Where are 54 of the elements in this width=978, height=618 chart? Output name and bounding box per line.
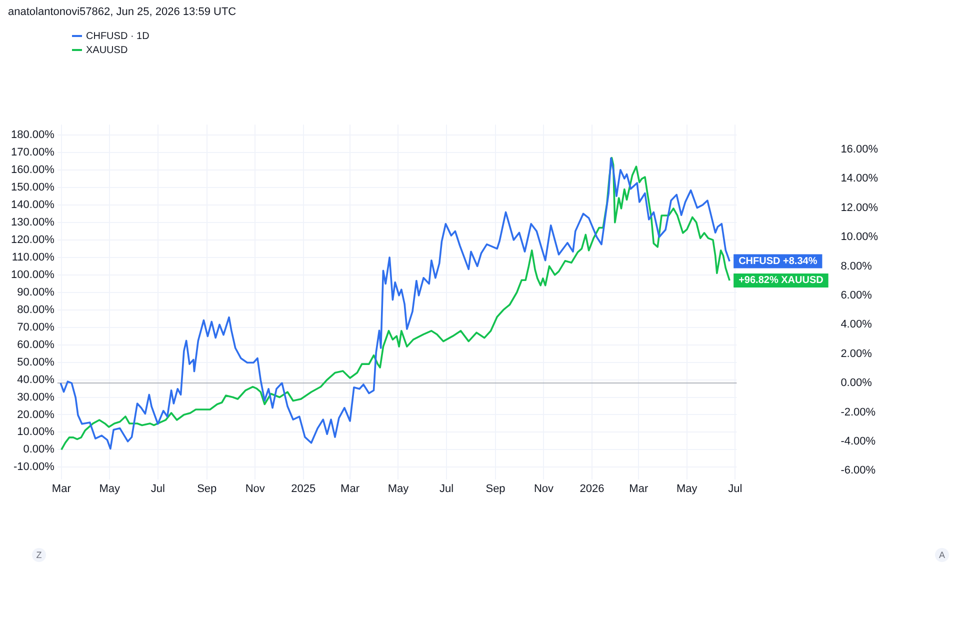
x-tick-label: May bbox=[388, 483, 410, 496]
y-tick-label: 150.00% bbox=[10, 182, 55, 194]
y-tick-label: 30.00% bbox=[17, 391, 55, 404]
x-tick-label: Sep bbox=[197, 483, 217, 496]
zoom-button: Z bbox=[32, 548, 46, 562]
y-tick-label: 50.00% bbox=[17, 356, 55, 368]
y2-tick-label: 10.00% bbox=[840, 231, 878, 244]
y2-tick-label: 6.00% bbox=[840, 289, 872, 302]
x-tick-label: 2025 bbox=[291, 483, 316, 496]
x-tick-label: Jul bbox=[439, 483, 454, 496]
y-tick-label: 160.00% bbox=[10, 164, 55, 176]
y-tick-label: 60.00% bbox=[17, 338, 55, 351]
legend-label: XAUUSD bbox=[86, 45, 128, 56]
y2-tick-label: 14.00% bbox=[840, 172, 878, 185]
y2-tick-label: 16.00% bbox=[840, 143, 878, 156]
y-tick-label: 0.00% bbox=[23, 444, 55, 456]
y-tick-label: 180.00% bbox=[10, 129, 55, 142]
data-label: +96.82% XAUUSD bbox=[738, 275, 824, 286]
y-tick-label: 110.00% bbox=[12, 251, 55, 264]
y-tick-label: 130.00% bbox=[10, 216, 55, 229]
x-tick-label: May bbox=[676, 483, 698, 496]
y2-tick-label: -6.00% bbox=[840, 464, 876, 477]
x-tick-label: Nov bbox=[245, 483, 266, 496]
y-tick-label: 80.00% bbox=[17, 304, 55, 316]
y2-tick-label: -2.00% bbox=[840, 406, 876, 418]
x-tick-label: May bbox=[99, 483, 121, 496]
x-tick-label: Mar bbox=[340, 483, 360, 496]
x-tick-label: Jul bbox=[150, 483, 165, 496]
y-tick-label: 20.00% bbox=[17, 408, 55, 421]
x-tick-label: Jul bbox=[728, 483, 742, 496]
y-tick-label: 90.00% bbox=[17, 286, 55, 298]
y-tick-label: 10.00% bbox=[17, 426, 55, 438]
y2-tick-label: 12.00% bbox=[840, 202, 878, 214]
chart-title: anatolantonovi57862, Jun 25, 2026 13:59 UTC bbox=[8, 6, 236, 18]
y-tick-label: 120.00% bbox=[10, 234, 55, 246]
y2-tick-label: 8.00% bbox=[840, 260, 872, 272]
x-tick-label: Mar bbox=[629, 483, 648, 496]
x-tick-label: Nov bbox=[534, 483, 554, 496]
y-tick-label: 40.00% bbox=[17, 374, 55, 386]
y-tick-label: 170.00% bbox=[10, 146, 55, 159]
auto-scale-button: A bbox=[935, 548, 949, 562]
y2-tick-label: 0.00% bbox=[840, 377, 872, 390]
x-tick-label: 2026 bbox=[580, 483, 604, 496]
y2-tick-label: 2.00% bbox=[840, 348, 872, 360]
x-tick-label: Mar bbox=[52, 483, 72, 496]
y-tick-label: 70.00% bbox=[17, 321, 55, 334]
y-tick-label: 140.00% bbox=[10, 199, 55, 212]
x-tick-label: Sep bbox=[486, 483, 506, 496]
y-tick-label: -10.00% bbox=[13, 461, 55, 474]
y-tick-label: 100.00% bbox=[10, 268, 55, 281]
data-label: CHFUSD +8.34% bbox=[738, 256, 818, 268]
y2-tick-label: 4.00% bbox=[840, 318, 872, 331]
legend-label: CHFUSD · 1D bbox=[86, 31, 150, 42]
y2-tick-label: -4.00% bbox=[840, 435, 876, 448]
